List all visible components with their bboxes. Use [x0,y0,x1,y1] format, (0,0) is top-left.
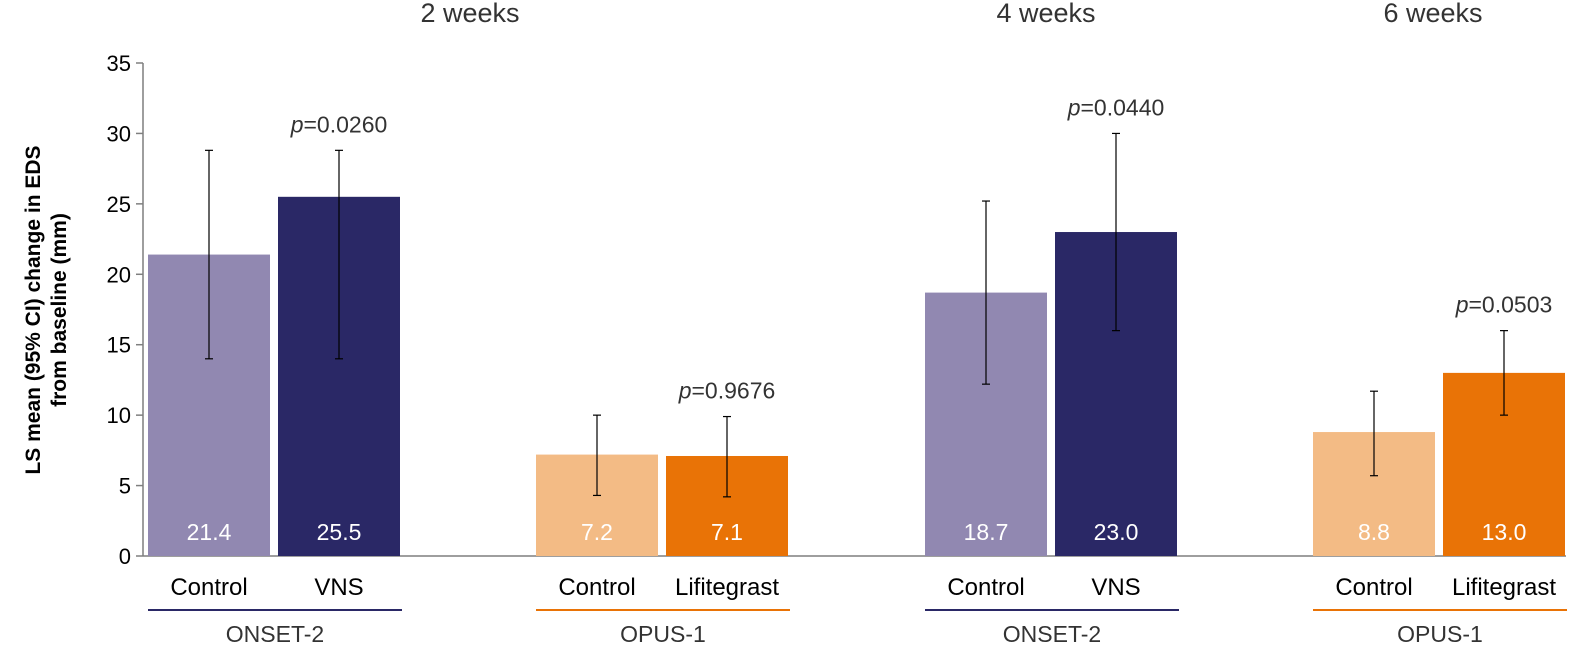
bar-group: 18.7 Control 23.0 VNS p=0.0440 ONSET-2 [925,94,1179,647]
bar-value-label: 18.7 [964,519,1009,545]
bar-value-label: 21.4 [187,519,232,545]
y-axis-label-line1: LS mean (95% CI) change in EDS [22,145,45,474]
p-value-prefix: p [290,111,304,137]
plot-area: 2 weeks 4 weeks 6 weeks 21.4 Control 25.5 VNS p… [148,0,1567,647]
study-label: OPUS-1 [620,621,706,647]
y-tick-label: 30 [107,121,131,146]
p-value-number: =0.0503 [1469,292,1553,318]
y-tick-label: 35 [107,51,131,76]
bar-value-label: 13.0 [1482,519,1527,545]
study-label: ONSET-2 [1003,621,1101,647]
study-label: ONSET-2 [226,621,324,647]
y-tick-label: 0 [119,544,131,569]
p-value-prefix: p [678,378,692,404]
study-label: OPUS-1 [1397,621,1483,647]
bar-value-label: 8.8 [1358,519,1390,545]
timepoint-header: 2 weeks [420,0,519,28]
category-label: VNS [1091,574,1140,601]
timepoint-header: 6 weeks [1383,0,1482,28]
p-value-prefix: p [1067,94,1081,120]
bar-value-label: 23.0 [1094,519,1139,545]
category-label: VNS [314,574,363,601]
p-value-number: =0.0440 [1081,94,1165,120]
y-tick-label: 15 [107,333,131,358]
timepoint-header: 4 weeks [996,0,1095,28]
bar-group: 7.2 Control 7.1 Lifitegrast p=0.9676 OPUS-1 [536,378,790,647]
category-label: Control [1335,574,1412,601]
category-label: Lifitegrast [1452,574,1556,601]
y-tick-label: 10 [107,403,131,428]
category-label: Control [947,574,1024,601]
p-value-annotation: p=0.0503 [1455,292,1553,318]
bar-value-label: 7.2 [581,519,613,545]
bar-group: 21.4 Control 25.5 VNS p=0.0260 ONSET-2 [148,111,402,647]
p-value-annotation: p=0.0260 [290,111,388,137]
p-value-prefix: p [1455,292,1469,318]
category-label: Control [170,574,247,601]
p-value-number: =0.0260 [304,111,388,137]
category-label: Lifitegrast [675,574,779,601]
bar-value-label: 25.5 [317,519,362,545]
y-axis-label: LS mean (95% CI) change in EDS from base… [22,145,71,474]
p-value-annotation: p=0.0440 [1067,94,1165,120]
y-axis-label-line2: from baseline (mm) [48,213,71,407]
bar-value-label: 7.1 [711,519,743,545]
y-tick-label: 20 [107,262,131,287]
category-label: Control [558,574,635,601]
y-tick-label: 5 [119,474,131,499]
p-value-number: =0.9676 [692,378,776,404]
y-tick-label: 25 [107,192,131,217]
bar-group: 8.8 Control 13.0 Lifitegrast p=0.0503 OPUS-1 [1313,292,1567,647]
p-value-annotation: p=0.9676 [678,378,776,404]
